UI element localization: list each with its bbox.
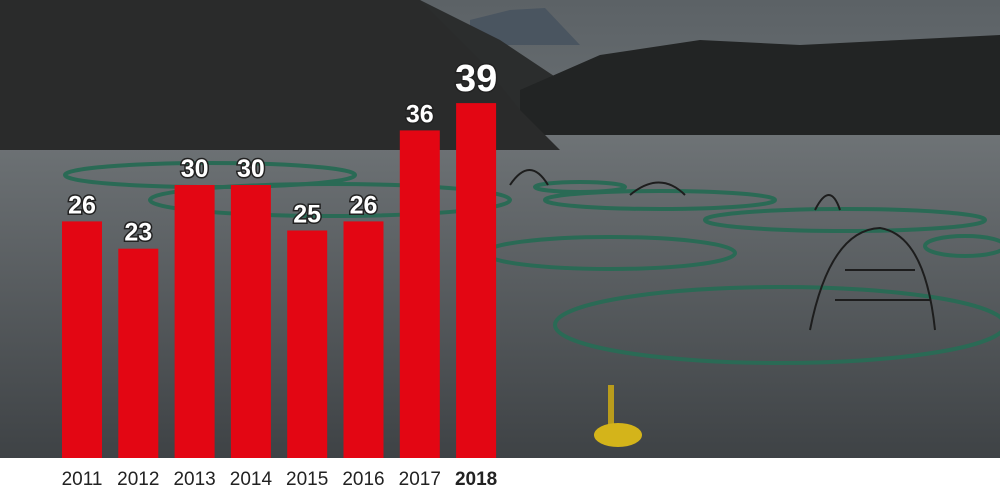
- bar: [118, 248, 159, 458]
- x-tick-label: 2015: [286, 469, 328, 490]
- x-tick-label: 2018: [455, 469, 497, 490]
- value-label: 30: [181, 155, 209, 183]
- x-tick-label: 2012: [117, 469, 159, 490]
- value-label: 39: [455, 58, 497, 100]
- bar: [343, 221, 384, 458]
- value-label: 26: [350, 191, 378, 219]
- x-tick-label: 2017: [399, 469, 441, 490]
- bar: [174, 185, 215, 458]
- x-tick-label: 2013: [173, 469, 215, 490]
- bar: [456, 103, 497, 458]
- value-label: 25: [293, 201, 321, 229]
- bar: [399, 130, 440, 458]
- value-label: 26: [68, 191, 96, 219]
- value-label: 30: [237, 155, 265, 183]
- value-label: 23: [124, 219, 152, 247]
- value-label: 36: [406, 100, 434, 128]
- x-tick-label: 2014: [230, 469, 273, 490]
- bar: [230, 185, 271, 458]
- bar: [287, 230, 328, 458]
- x-tick-label: 2016: [342, 469, 384, 490]
- bar: [62, 221, 102, 458]
- x-tick-label: 2011: [62, 469, 103, 490]
